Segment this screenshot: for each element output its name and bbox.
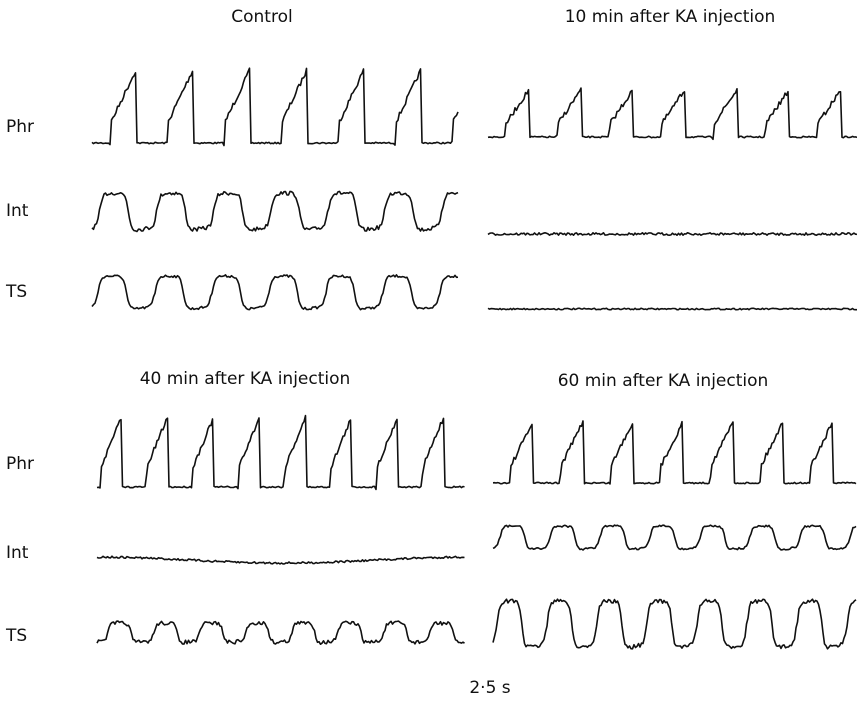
trace [91,190,459,233]
trace [91,274,459,311]
trace [91,67,459,147]
trace [96,555,465,565]
row-label: TS [5,282,27,302]
trace [492,524,857,551]
trace [492,598,857,650]
trace [492,420,857,485]
scale-bar-label: 2·5 s [469,678,510,698]
panel-title: Control [231,7,292,27]
row-label: Int [6,201,29,221]
panel-title: 60 min after KA injection [558,371,769,391]
trace [487,307,857,311]
trace [487,232,857,236]
row-label: Phr [6,454,34,474]
row-label: TS [5,626,27,646]
trace [96,620,465,645]
panel-title: 10 min after KA injection [565,7,776,27]
traces [91,67,857,650]
row-label: Phr [6,117,34,137]
trace [487,87,857,141]
panel-title: 40 min after KA injection [140,369,351,389]
trace [96,414,465,491]
row-label: Int [6,543,29,563]
